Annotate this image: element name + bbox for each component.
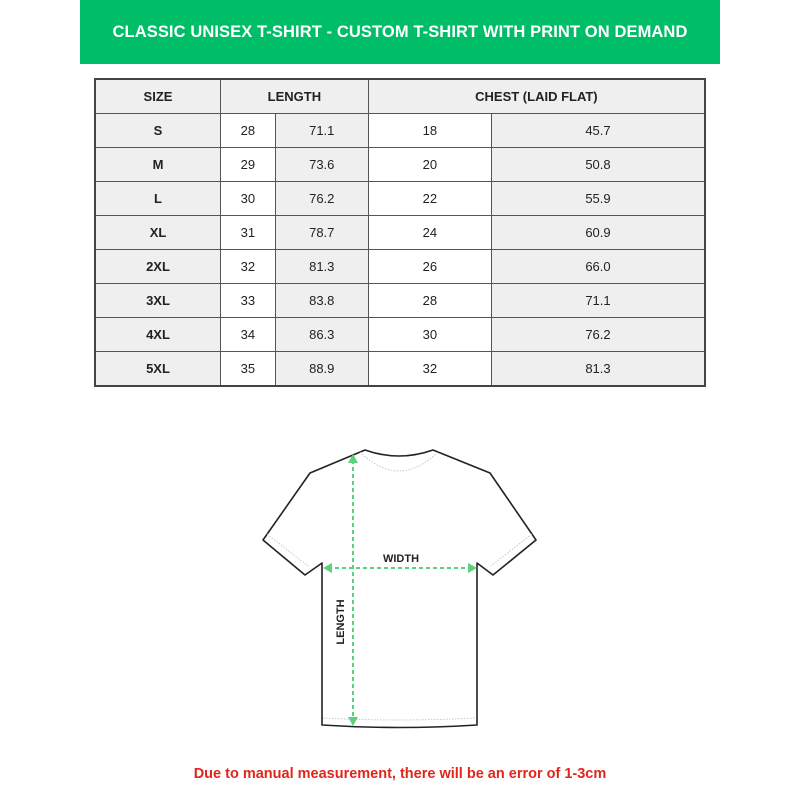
chest-in-cell: 30 [367, 317, 492, 352]
chest-cm-cell: 45.7 [490, 113, 706, 148]
measurement-arrows [328, 460, 472, 720]
table-row: M 29 73.6 20 50.8 [94, 147, 706, 182]
arrow-left-icon [323, 563, 332, 573]
header-length: LENGTH [220, 78, 369, 114]
chest-cm-cell: 60.9 [490, 215, 706, 250]
header-chest: CHEST (LAID FLAT) [367, 78, 706, 114]
tshirt-outline [262, 449, 537, 729]
length-cm-cell: 83.8 [274, 283, 369, 318]
length-label: LENGTH [335, 599, 347, 644]
chest-in-cell: 32 [367, 351, 492, 387]
table-row: 2XL 32 81.3 26 66.0 [94, 249, 706, 284]
chest-cm-cell: 55.9 [490, 181, 706, 216]
size-cell: 2XL [94, 249, 221, 284]
length-in-cell: 31 [220, 215, 276, 250]
chest-in-cell: 22 [367, 181, 492, 216]
length-cm-cell: 71.1 [274, 113, 369, 148]
size-cell: XL [94, 215, 221, 250]
stitching [266, 451, 533, 721]
length-in-cell: 29 [220, 147, 276, 182]
size-chart-table: SIZE LENGTH CHEST (LAID FLAT) S 28 71.1 18 4… [94, 78, 706, 387]
table-row: XL 31 78.7 24 60.9 [94, 215, 706, 250]
table-row: 3XL 33 83.8 28 71.1 [94, 283, 706, 318]
chest-cm-cell: 76.2 [490, 317, 706, 352]
arrow-heads [323, 454, 477, 726]
chest-in-cell: 20 [367, 147, 492, 182]
table-row: 5XL 35 88.9 32 81.3 [94, 351, 706, 387]
size-cell: L [94, 181, 221, 216]
chest-cm-cell: 50.8 [490, 147, 706, 182]
chest-cm-cell: 81.3 [490, 351, 706, 387]
size-cell: S [94, 113, 221, 148]
chest-in-cell: 18 [367, 113, 492, 148]
header-size: SIZE [94, 78, 221, 114]
arrow-down-icon [348, 717, 358, 726]
length-cm-cell: 73.6 [274, 147, 369, 182]
table-row: S 28 71.1 18 45.7 [94, 113, 706, 148]
chest-in-cell: 28 [367, 283, 492, 318]
size-cell: M [94, 147, 221, 182]
width-label: WIDTH [383, 553, 419, 565]
length-in-cell: 28 [220, 113, 276, 148]
length-in-cell: 34 [220, 317, 276, 352]
chest-cm-cell: 66.0 [490, 249, 706, 284]
page-title: CLASSIC UNISEX T-SHIRT - CUSTOM T-SHIRT … [112, 22, 688, 41]
length-in-cell: 35 [220, 351, 276, 387]
size-cell: 4XL [94, 317, 221, 352]
table-header-row: SIZE LENGTH CHEST (LAID FLAT) [94, 78, 706, 114]
length-in-cell: 32 [220, 249, 276, 284]
length-cm-cell: 81.3 [274, 249, 369, 284]
chest-cm-cell: 71.1 [490, 283, 706, 318]
table-row: 4XL 34 86.3 30 76.2 [94, 317, 706, 352]
length-cm-cell: 86.3 [274, 317, 369, 352]
title-banner: CLASSIC UNISEX T-SHIRT - CUSTOM T-SHIRT … [80, 0, 720, 64]
arrow-up-icon [348, 454, 358, 463]
chest-in-cell: 24 [367, 215, 492, 250]
size-cell: 3XL [94, 283, 221, 318]
size-cell: 5XL [94, 351, 221, 387]
arrow-right-icon [468, 563, 477, 573]
measurement-disclaimer: Due to manual measurement, there will be… [193, 766, 607, 782]
length-in-cell: 33 [220, 283, 276, 318]
chest-in-cell: 26 [367, 249, 492, 284]
table-row: L 30 76.2 22 55.9 [94, 181, 706, 216]
